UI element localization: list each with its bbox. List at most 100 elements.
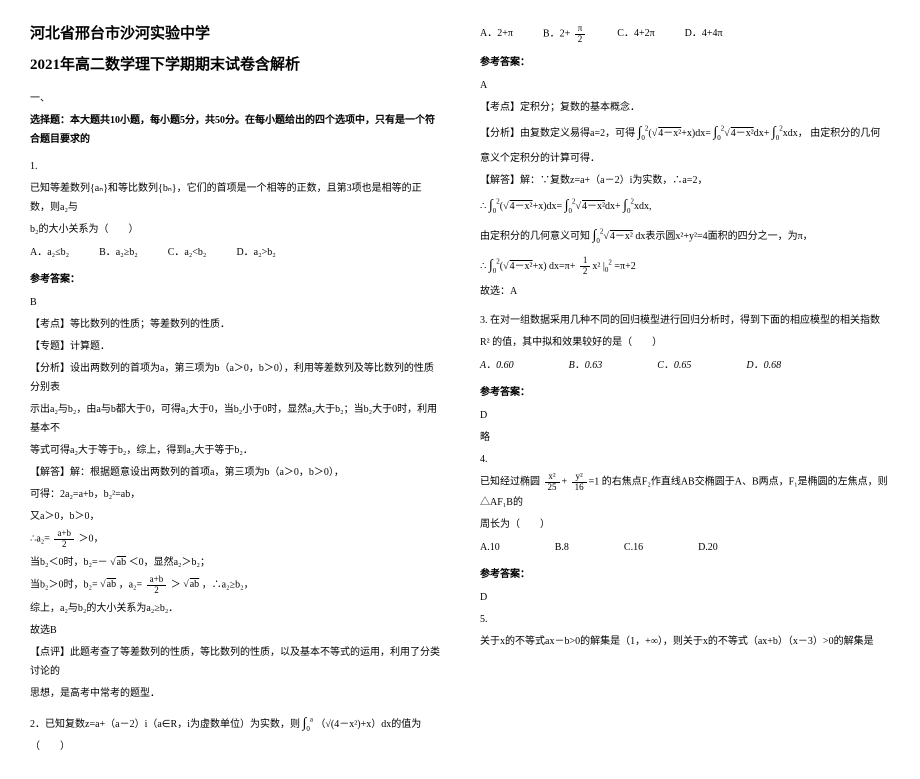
sqrt-4x2f: 4－x² (503, 261, 533, 272)
frac-half: 1 2 (580, 256, 591, 277)
sqrt-4x2e: 4－x² (603, 231, 633, 242)
sqrt-4x2b: 4－x² (724, 128, 754, 139)
txt: 由定积分的几何意义可知 (480, 231, 590, 242)
q5-num: 5. (480, 610, 890, 629)
integral-icon: ∫02 (772, 125, 783, 140)
q1-jieda5: 当b₂＜0时，b₂=－ ab ＜0，显然a₂＞b₂； (30, 553, 440, 572)
txt: 当b₂＜0时，b₂=－ (30, 557, 108, 568)
q3-num: 3. 在对一组数据采用几种不同的回归模型进行回归分析时，得到下面的相应模型的相关… (480, 311, 890, 330)
q4-body-post: 周长为（ ） (480, 515, 890, 534)
txt: 2．已知复数z=a+（a－2）i（a∈R，i为虚数单位）为实数，则 (30, 719, 300, 730)
q4-options: A.10 B.8 C.16 D.20 (480, 538, 890, 557)
q1-fenxi2: 示出a₂与b₂，由a与b都大于0，可得a₂大于0，当b₂小于0时，显然a₂大于b… (30, 400, 440, 438)
integral-icon: ∫02 (489, 258, 500, 273)
frac-ab2-b: a+b 2 (147, 575, 167, 596)
q4-optB: B.8 (555, 538, 569, 557)
txt: ，a₂= (119, 579, 143, 590)
q3-optC: C．0.65 (657, 356, 691, 375)
q4-optD: D.20 (698, 538, 718, 557)
integral-icon: ∫02 (623, 198, 634, 213)
q2-optC: C．4+2π (617, 24, 654, 45)
right-column: A．2+π B．2+ π 2 C．4+2π D．4+4π 参考答案： A 【考点… (480, 20, 890, 759)
txt: ∴a₂= (30, 534, 50, 545)
q4-optC: C.16 (624, 538, 643, 557)
txt: ∴ (480, 261, 489, 272)
answer-label-3: 参考答案： (480, 383, 890, 402)
answer-label-2: 参考答案： (480, 53, 890, 72)
txt: ＜0，显然a₂＞b₂； (129, 557, 210, 568)
q1-fenxi3: 等式可得a₂大于等于b₂，综上，得到a₂大于等于b₂． (30, 441, 440, 460)
part-desc: 选择题：本大题共10小题，每小题5分，共50分。在每小题给出的四个选项中，只有是… (30, 111, 440, 149)
header-line1: 河北省邢台市沙河实验中学 (30, 20, 440, 49)
q1-options: A．a₂≤b₂ B．a₂≥b₂ C．a₂<b₂ D．a₂>b₂ (30, 243, 440, 262)
sqrt-ab: ab (110, 557, 126, 568)
q2-jieda4: 故选：A (480, 282, 890, 301)
q2-optD: D．4+4π (685, 24, 723, 45)
q1-dianping2: 思想，是高考中常考的题型． (30, 684, 440, 703)
sqrt-4x2c: 4－x² (503, 201, 533, 212)
sqrt-4x2: 4－x² (652, 128, 682, 139)
q1-kaodian: 【考点】等比数列的性质；等差数列的性质． (30, 315, 440, 334)
q1-jieda3: 又a＞0，b＞0， (30, 507, 440, 526)
txt: （√(4－x²)+x）dx的值为 (315, 719, 421, 730)
answer-label-4: 参考答案： (480, 565, 890, 584)
q2-answer: A (480, 76, 890, 95)
q4-body: 已知经过椭圆 x² 25 + y² 16 =1 的右焦点F₂作直线AB交椭圆于A… (480, 472, 890, 512)
q1-optC: C．a₂<b₂ (168, 243, 207, 262)
txt: dx表示圆x²+y²=4面积的四分之一，为π， (635, 231, 812, 242)
integral-icon: ∫0a (302, 716, 312, 731)
q3-optB: B．0.63 (569, 356, 603, 375)
q1-optD: D．a₂>b₂ (236, 243, 275, 262)
frac-pi2: π 2 (575, 24, 586, 45)
q2-fenxi: 【分析】由复数定义易得a=2，可得 ∫02(4－x²+x)dx= ∫024－x²… (480, 120, 890, 147)
q1-zhuanti: 【专题】计算题． (30, 337, 440, 356)
q1-jieda2: 可得：2a₂=a+b，b₂²=ab， (30, 485, 440, 504)
integral-icon: ∫02 (593, 228, 604, 243)
txt: =π+2 (614, 261, 635, 272)
txt: ∴ (480, 201, 489, 212)
integral-icon: ∫02 (489, 198, 500, 213)
txt: 由定积分的几何 (810, 128, 880, 139)
q4-num: 4. (480, 450, 890, 469)
q2-jieda1: ∴ ∫02(4－x²+x)dx= ∫024－x²dx+ ∫02xdx, (480, 193, 890, 220)
txt: 当b₂＞0时，b₂= (30, 579, 98, 590)
integral-icon: ∫02 (713, 125, 724, 140)
txt: ＞ (171, 579, 181, 590)
q1-fenxi1: 【分析】设出两数列的首项为a，第三项为b（a＞0，b＞0），利用等差数列及等比数… (30, 359, 440, 397)
q1-jieda6: 当b₂＞0时，b₂= ab ，a₂= a+b 2 ＞ ab ，∴a₂≥b₂， (30, 575, 440, 596)
sqrt-ab-3: ab (183, 579, 199, 590)
frac-ab2: a+b 2 (54, 529, 74, 550)
answer-label-1: 参考答案： (30, 270, 440, 289)
q4-optA: A.10 (480, 538, 500, 557)
q3-optD: D．0.68 (746, 356, 781, 375)
txt: B．2+ (543, 29, 570, 40)
q2-stem: 2．已知复数z=a+（a－2）i（a∈R，i为虚数单位）为实数，则 ∫0a （√… (30, 711, 440, 757)
q1-body2: b₂的大小关系为（ ） (30, 220, 440, 239)
sqrt-4x2d: 4－x² (576, 201, 606, 212)
q3-note: 略 (480, 428, 890, 447)
txt: ，∴a₂≥b₂， (202, 579, 254, 590)
q3-options: A．0.60 B．0.63 C．0.65 D．0.68 (480, 356, 890, 375)
q2-optA: A．2+π (480, 24, 513, 45)
left-column: 河北省邢台市沙河实验中学 2021年高二数学理下学期期末试卷含解析 一、 选择题… (30, 20, 440, 759)
q3-answer: D (480, 406, 890, 425)
q1-number: 1. (30, 157, 440, 176)
q1-optB: B．a₂≥b₂ (99, 243, 138, 262)
q5-body: 关于x的不等式ax－b>0的解集是（1，+∞），则关于x的不等式（ax+b）（x… (480, 632, 890, 651)
q1-optA: A．a₂≤b₂ (30, 243, 69, 262)
txt: dx=π+ (549, 261, 575, 272)
q2-options: A．2+π B．2+ π 2 C．4+2π D．4+4π (480, 24, 890, 45)
q1-jieda4: ∴a₂= a+b 2 ＞0， (30, 529, 440, 550)
q1-dianping1: 【点评】此题考查了等差数列的性质，等比数列的性质，以及基本不等式的运用，利用了分… (30, 643, 440, 681)
q3-optA: A．0.60 (480, 356, 514, 375)
q1-jieda7: 综上，a₂与b₂的大小关系为a₂≥b₂． (30, 599, 440, 618)
integral-icon: ∫02 (565, 198, 576, 213)
q2-kaodian: 【考点】定积分；复数的基本概念． (480, 98, 890, 117)
frac-x225: x² 25 (545, 472, 560, 493)
q1-body1: 已知等差数列{aₙ}和等比数列{bₙ}，它们的首项是一个相等的正数，且第3项也是… (30, 179, 440, 217)
q1-jieda8: 故选B (30, 621, 440, 640)
q2-optB: B．2+ π 2 (543, 24, 587, 45)
q4-answer: D (480, 588, 890, 607)
q2-jieda3: ∴ ∫02(4－x²+x) dx=π+ 1 2 x² |02 =π+2 (480, 253, 890, 280)
q2-jieda0: 【解答】解：∵复数z=a+（a－2）i为实数，∴a=2， (480, 171, 890, 190)
